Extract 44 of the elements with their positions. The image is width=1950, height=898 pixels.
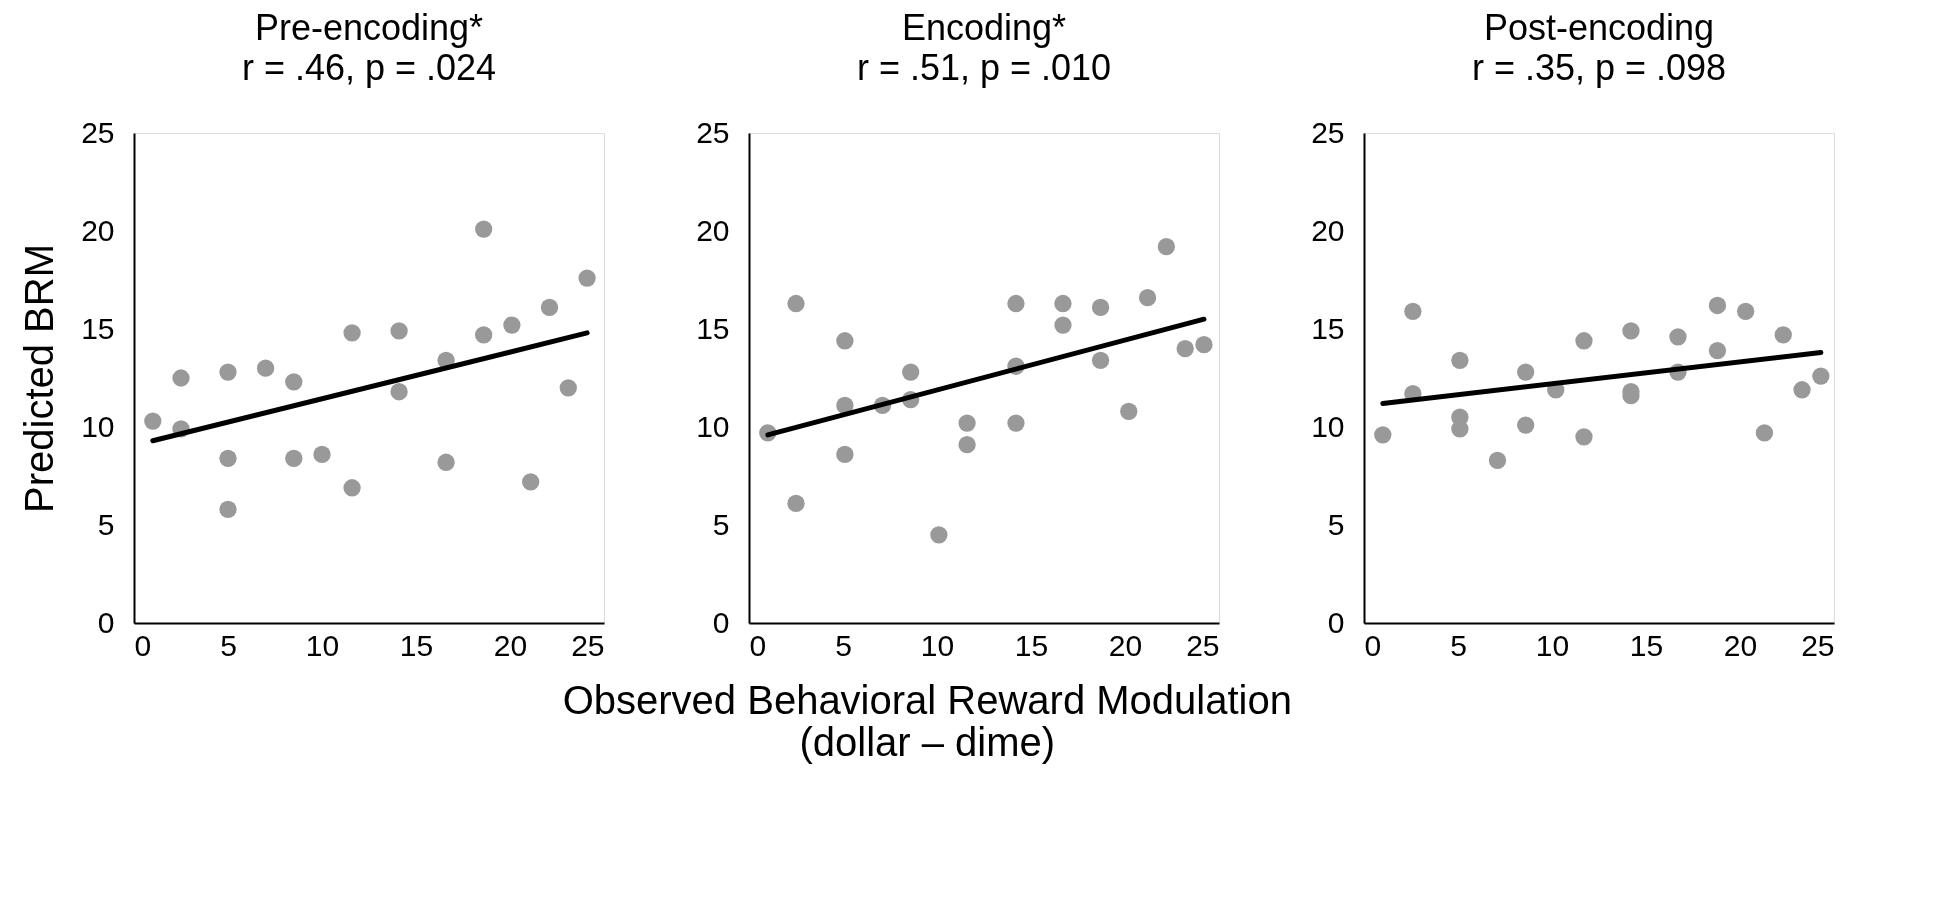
y-tick-label: 10 — [81, 409, 115, 443]
x-tick-label: 5 — [1450, 628, 1467, 662]
y-tick-label: 15 — [81, 311, 115, 345]
y-tick-label: 20 — [696, 213, 730, 247]
y-axis-title: Predicted BRM — [17, 244, 62, 513]
y-tick-label: 0 — [97, 605, 115, 639]
x-tick-label: 15 — [399, 628, 434, 662]
chart-title: Encoding* — [901, 7, 1067, 48]
x-tick-label: 5 — [835, 628, 852, 662]
x-tick-label: 25 — [1186, 628, 1220, 662]
x-tick-label: 10 — [1535, 628, 1570, 662]
y-tick-label: 0 — [712, 605, 730, 639]
chart-title: Post-encoding — [1483, 7, 1715, 48]
y-tick-label: 20 — [1311, 213, 1345, 247]
x-tick-label: 20 — [1723, 628, 1758, 662]
y-tick-label: 10 — [1311, 409, 1345, 443]
y-tick-label: 10 — [696, 409, 730, 443]
y-tick-label: 15 — [1311, 311, 1345, 345]
x-tick-label: 15 — [1014, 628, 1049, 662]
x-tick-label: 20 — [493, 628, 528, 662]
y-tick-label: 25 — [1311, 115, 1345, 149]
x-tick-label: 0 — [749, 628, 767, 662]
x-tick-label: 15 — [1629, 628, 1664, 662]
x-tick-label: 20 — [1108, 628, 1143, 662]
x-tick-label: 0 — [1364, 628, 1382, 662]
y-tick-label: 5 — [712, 507, 730, 541]
x-tick-label: 25 — [1801, 628, 1835, 662]
y-tick-label: 25 — [81, 115, 115, 149]
x-tick-label: 5 — [220, 628, 237, 662]
chart-subtitle: r = .51, p = .010 — [856, 47, 1112, 88]
chart-subtitle: r = .35, p = .098 — [1471, 47, 1727, 88]
y-tick-label: 25 — [696, 115, 730, 149]
chart-subtitle: r = .46, p = .024 — [241, 47, 497, 88]
y-tick-label: 0 — [1327, 605, 1345, 639]
x-axis-title: Observed Behavioral Reward Modulation (dollar – dime) — [562, 677, 1292, 764]
x-tick-label: 25 — [571, 628, 605, 662]
y-tick-label: 5 — [97, 507, 115, 541]
x-tick-label: 10 — [305, 628, 340, 662]
y-tick-label: 15 — [696, 311, 730, 345]
y-tick-label: 20 — [81, 213, 115, 247]
x-tick-label: 10 — [920, 628, 955, 662]
y-tick-label: 5 — [1327, 507, 1345, 541]
chart-title: Pre-encoding* — [254, 7, 484, 48]
x-tick-label: 0 — [134, 628, 152, 662]
